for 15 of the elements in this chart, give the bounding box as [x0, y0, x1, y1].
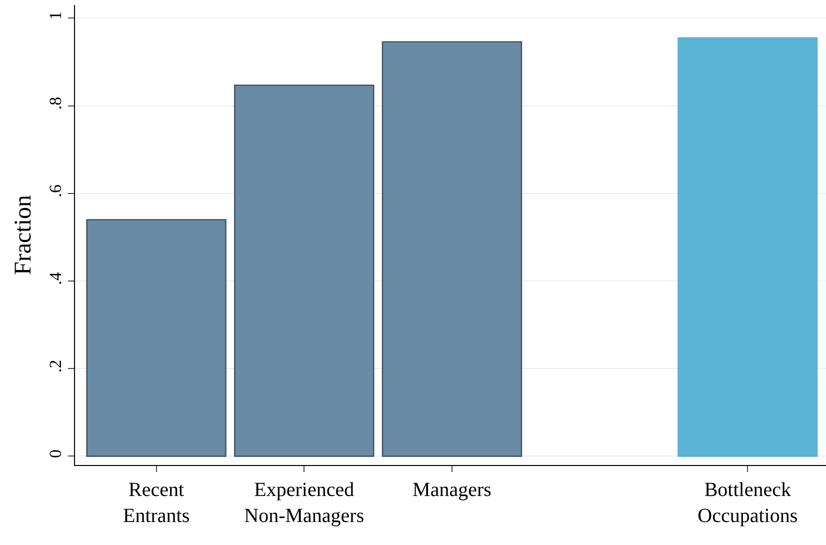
y-tick-label: .8 [46, 96, 66, 110]
bar [234, 84, 374, 457]
x-tick-label: Recent Entrants [122, 479, 190, 527]
x-tick-label: Experienced Non-Managers [244, 479, 364, 527]
y-axis-title: Fraction [10, 195, 36, 275]
x-tick-label: Managers [412, 479, 492, 501]
bar [678, 37, 818, 457]
y-tick-label: .4 [46, 272, 66, 285]
y-tick-label: .2 [46, 360, 66, 372]
bar [382, 41, 522, 457]
y-tick-label: 1 [46, 11, 66, 20]
x-tick-label: Bottleneck Occupations [698, 479, 798, 527]
y-tick-label: 0 [46, 449, 66, 458]
y-tick-label: .6 [46, 184, 66, 198]
bar [86, 219, 226, 457]
